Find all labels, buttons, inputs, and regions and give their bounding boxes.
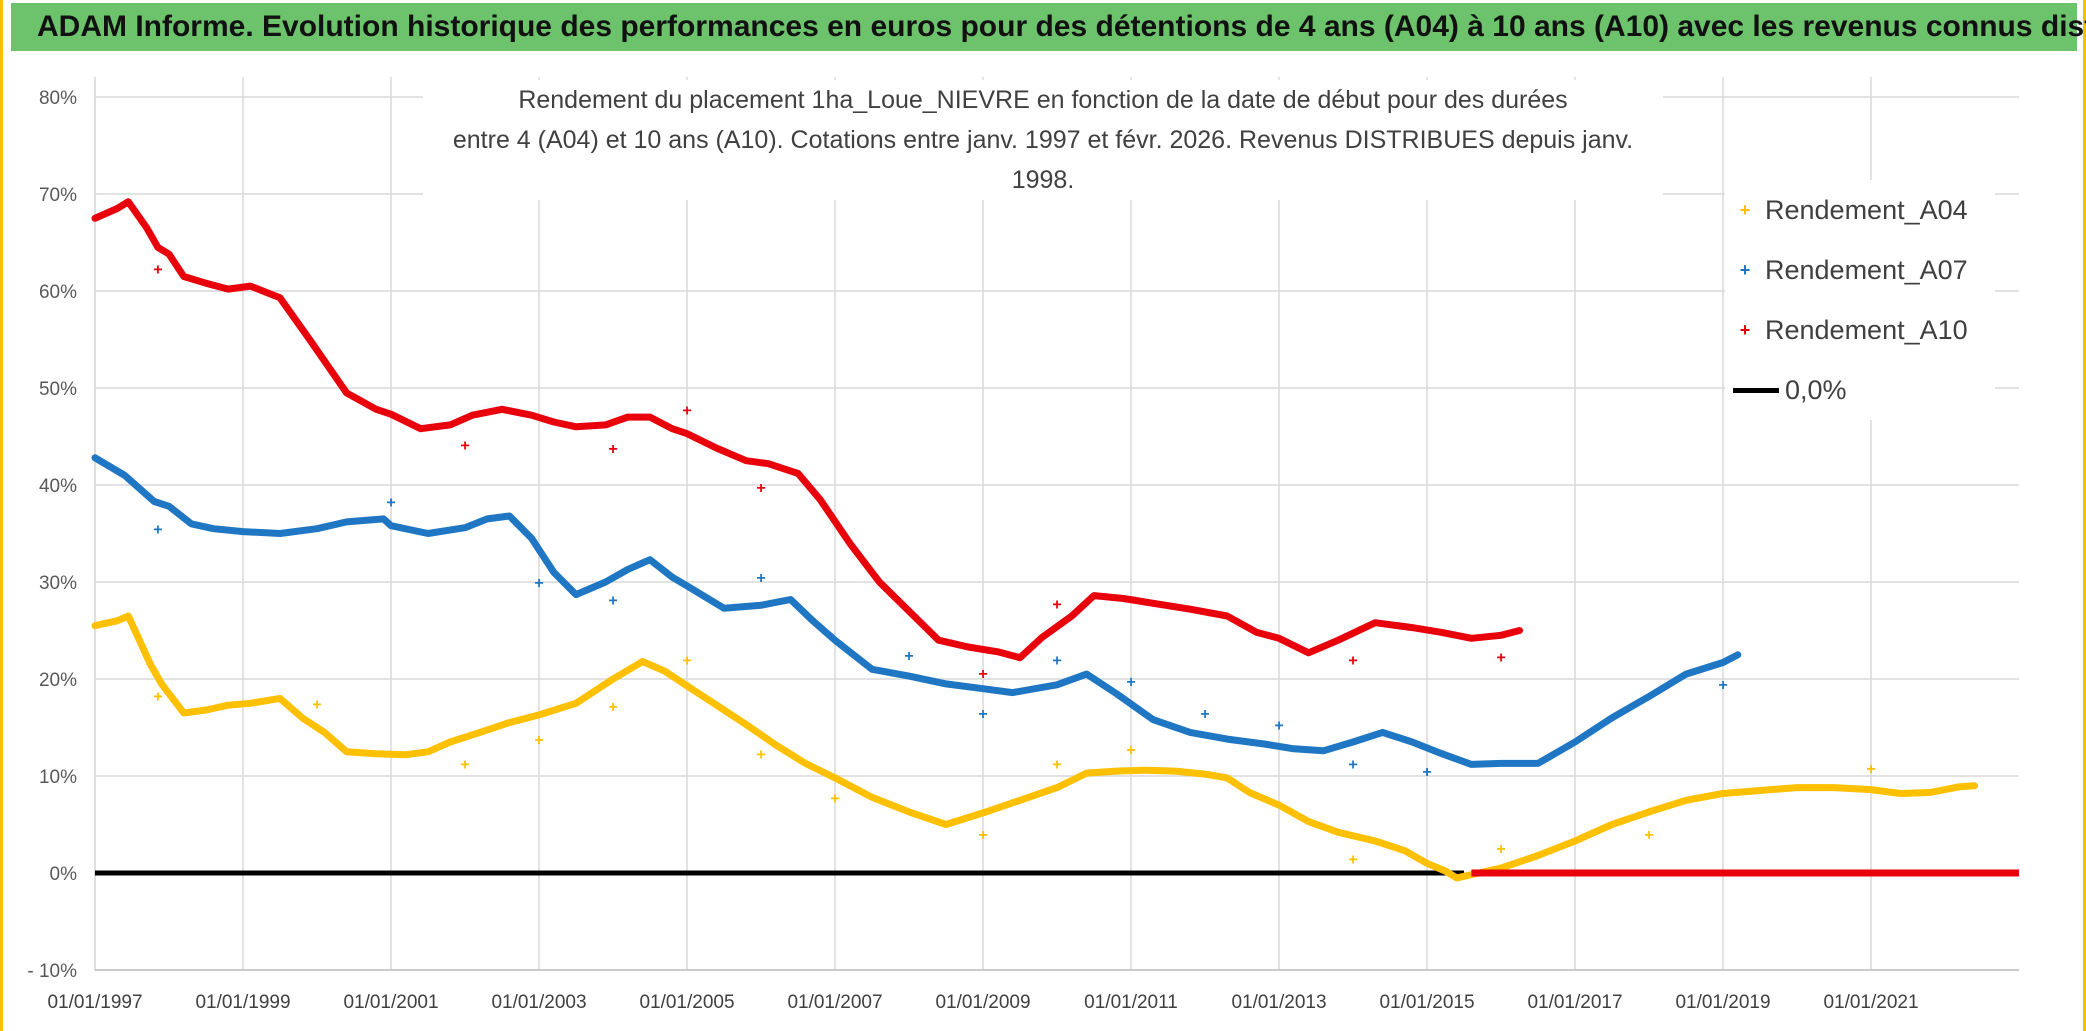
legend-marker-a04: + (1739, 199, 1751, 220)
outlier-point-a07: + (608, 592, 617, 609)
outlier-point-a04: + (1496, 841, 1505, 858)
outlier-point-a10: + (682, 402, 691, 419)
outlier-point-a07: + (153, 522, 162, 539)
y-tick-label: 50% (39, 379, 77, 400)
banner-title: ADAM Informe. Evolution historique des p… (11, 3, 2086, 51)
outlier-point-a04: + (460, 756, 469, 773)
y-tick-label: 70% (39, 185, 77, 206)
legend-label-a07: Rendement_A07 (1765, 254, 1968, 285)
outlier-point-a07: + (386, 494, 395, 511)
outlier-point-a04: + (830, 790, 839, 807)
outlier-point-a07: + (1718, 677, 1727, 694)
outlier-point-a04: + (534, 732, 543, 749)
x-tick-label: 01/01/2003 (491, 992, 586, 1013)
y-tick-label: 0% (50, 864, 78, 885)
legend-item-zero: 0,0% (1725, 370, 1847, 410)
x-tick-label: 01/01/2007 (787, 992, 882, 1013)
legend-marker-a10: + (1739, 319, 1751, 340)
outlier-point-a07: + (904, 648, 913, 665)
outlier-point-a04: + (1126, 742, 1135, 759)
y-tick-label: 20% (39, 670, 77, 691)
x-tick-label: 01/01/2011 (1084, 992, 1178, 1013)
outlier-point-a07: + (1126, 674, 1135, 691)
gridlines (94, 77, 2019, 971)
y-tick-label: 10% (39, 767, 77, 788)
outlier-point-a10: + (1052, 596, 1061, 613)
series-line-a07 (91, 454, 1742, 768)
outlier-point-a04: + (756, 747, 765, 764)
chart-title-line-1: Rendement du placement 1ha_Loue_NIEVRE e… (518, 86, 1568, 114)
outlier-point-a07: + (534, 575, 543, 592)
y-tick-label: 60% (39, 282, 77, 303)
x-tick-label: 01/01/2017 (1527, 992, 1622, 1013)
y-tick-label: - 10% (27, 961, 77, 982)
outlier-point-a07: + (1422, 764, 1431, 781)
outlier-point-a04: + (1644, 827, 1653, 844)
x-tick-label: 01/01/2009 (935, 992, 1030, 1013)
x-tick-label: 01/01/2015 (1379, 992, 1474, 1013)
line-chart: - 10% 0% 10% 20% 30% 40% 50% 60% 70% 80% 01/01/19… (27, 77, 2019, 1013)
y-tick-label: 80% (39, 88, 77, 109)
outlier-point-a04: + (682, 653, 691, 670)
x-tick-label: 01/01/1999 (195, 992, 290, 1013)
outlier-point-a07: + (1348, 756, 1357, 773)
x-axis-tick-labels: 01/01/1997 01/01/1999 01/01/2001 01/01/2003… (47, 992, 1918, 1013)
x-tick-label: 01/01/2001 (343, 992, 438, 1013)
series-line-a10 (91, 198, 1523, 662)
outlier-point-a10: + (756, 480, 765, 497)
outlier-point-a10: + (1348, 653, 1357, 670)
outlier-point-a07: + (1274, 718, 1283, 735)
outlier-point-a07: + (978, 706, 987, 723)
y-tick-label: 30% (39, 573, 77, 594)
legend-label-a04: Rendement_A04 (1765, 194, 1968, 225)
outlier-point-a07: + (1052, 653, 1061, 670)
x-tick-label: 01/01/2005 (639, 992, 734, 1013)
legend-label-zero: 0,0% (1785, 374, 1847, 405)
legend-item-a10: + Rendement_A10 (1725, 310, 1968, 350)
outlier-point-a04: + (153, 688, 162, 705)
legend: + Rendement_A04 + Rendement_A07 + Rendem… (1725, 180, 1995, 420)
chart-title: Rendement du placement 1ha_Loue_NIEVRE e… (423, 80, 1663, 200)
x-tick-label: 01/01/1997 (47, 992, 142, 1013)
outlier-point-a07: + (756, 570, 765, 587)
series-line-a04 (91, 612, 1979, 882)
outlier-point-a04: + (1866, 761, 1875, 778)
outlier-point-a04: + (312, 696, 321, 713)
legend-marker-a07: + (1739, 259, 1751, 280)
outlier-point-a04: + (608, 699, 617, 716)
legend-item-a07: + Rendement_A07 (1725, 250, 1968, 290)
outlier-point-a10: + (153, 262, 162, 279)
outlier-point-a04: + (1052, 756, 1061, 773)
outlier-point-a10: + (608, 441, 617, 458)
legend-label-a10: Rendement_A10 (1765, 314, 1968, 345)
x-tick-label: 01/01/2019 (1675, 992, 1770, 1013)
y-axis-tick-labels: - 10% 0% 10% 20% 30% 40% 50% 60% 70% 80% (27, 88, 77, 982)
legend-item-a04: + Rendement_A04 (1725, 190, 1968, 230)
y-tick-label: 40% (39, 476, 77, 497)
x-tick-label: 01/01/2013 (1231, 992, 1326, 1013)
series-layer: + + + + + + + + + + + + + + + + + + + + + + + + + + + + + + + + + + + + + + (91, 198, 2019, 882)
outlier-point-a04: + (1348, 851, 1357, 868)
chart-title-line-2: entre 4 (A04) et 10 ans (A10). Cotations… (452, 126, 1634, 194)
legend-line-zero (1733, 387, 1779, 393)
outlier-point-a10: + (1496, 650, 1505, 667)
outlier-point-a10: + (978, 666, 987, 683)
x-tick-label: 01/01/2021 (1823, 992, 1918, 1013)
outlier-point-a07: + (1200, 706, 1209, 723)
outlier-point-a10: + (460, 437, 469, 454)
outlier-point-a04: + (978, 827, 987, 844)
